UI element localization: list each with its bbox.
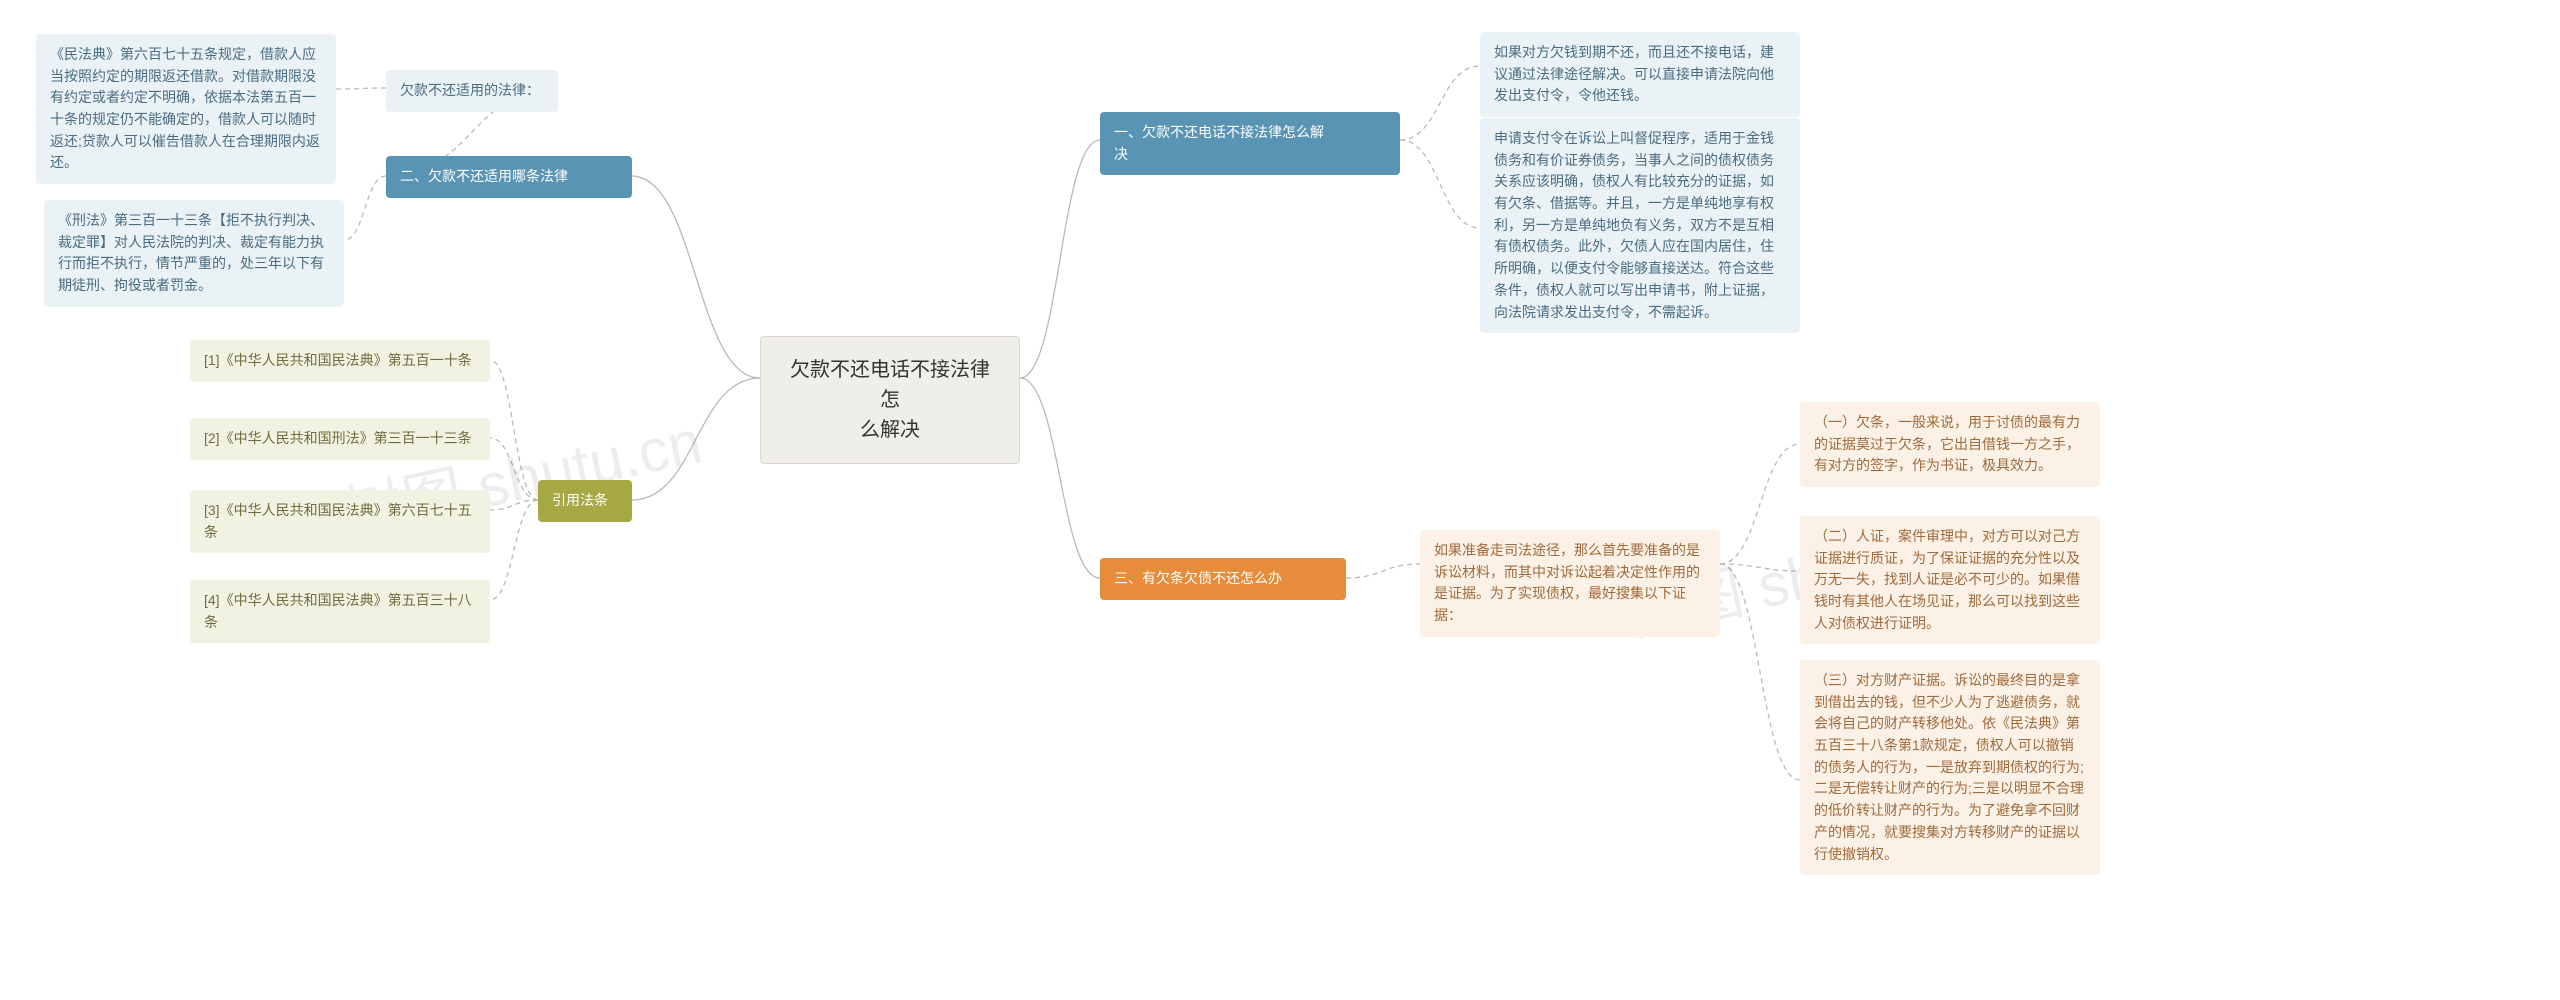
branch-4: 引用法条: [538, 480, 632, 522]
root-node: 欠款不还电话不接法律怎么解决: [760, 336, 1020, 464]
branch-3-leaf-0-sub-0: （一）欠条，一般来说，用于讨债的最有力的证据莫过于欠条，它出自借钱一方之手，有对…: [1800, 402, 2100, 487]
branch-4-leaf-0: [1]《中华人民共和国民法典》第五百一十条: [190, 340, 490, 382]
branch-2-leaf-0: 欠款不还适用的法律：: [386, 70, 558, 112]
branch-4-leaf-2: [3]《中华人民共和国民法典》第六百七十五条: [190, 490, 490, 553]
branch-2-leaf-0-sub: 《民法典》第六百七十五条规定，借款人应当按照约定的期限返还借款。对借款期限没有约…: [36, 34, 336, 184]
branch-3-leaf-0: 如果准备走司法途径，那么首先要准备的是诉讼材料，而其中对诉讼起着决定性作用的是证…: [1420, 530, 1720, 637]
branch-2-leaf-1: 《刑法》第三百一十三条【拒不执行判决、裁定罪】对人民法院的判决、裁定有能力执行而…: [44, 200, 344, 307]
branch-4-leaf-1: [2]《中华人民共和国刑法》第三百一十三条: [190, 418, 490, 460]
branch-4-leaf-3: [4]《中华人民共和国民法典》第五百三十八条: [190, 580, 490, 643]
branch-1: 一、欠款不还电话不接法律怎么解决: [1100, 112, 1400, 175]
branch-3-leaf-0-sub-2: （三）对方财产证据。诉讼的最终目的是拿到借出去的钱，但不少人为了逃避债务，就会将…: [1800, 660, 2100, 875]
branch-3: 三、有欠条欠债不还怎么办: [1100, 558, 1346, 600]
branch-3-leaf-0-sub-1: （二）人证，案件审理中，对方可以对己方证据进行质证，为了保证证据的充分性以及万无…: [1800, 516, 2100, 644]
branch-2: 二、欠款不还适用哪条法律: [386, 156, 632, 198]
branch-1-leaf-0: 如果对方欠钱到期不还，而且还不接电话，建议通过法律途径解决。可以直接申请法院向他…: [1480, 32, 1800, 117]
branch-1-leaf-1: 申请支付令在诉讼上叫督促程序，适用于金钱债务和有价证券债务，当事人之间的债权债务…: [1480, 118, 1800, 333]
